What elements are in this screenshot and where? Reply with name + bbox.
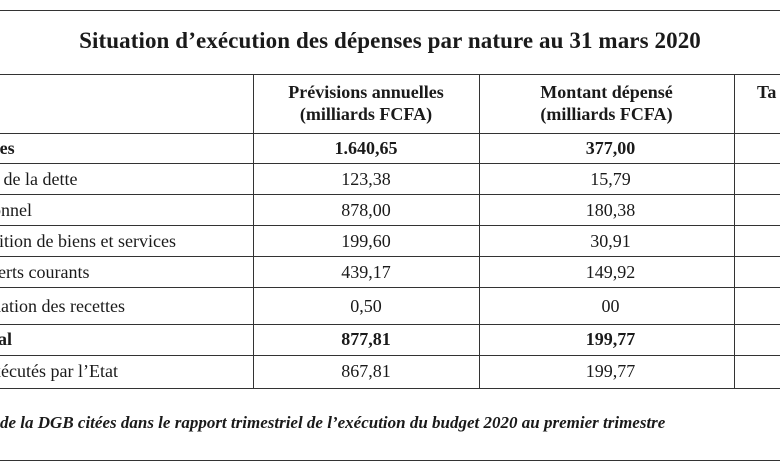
column-divider: [479, 74, 480, 388]
header-previsions-line2: (milliards FCFA): [299, 104, 433, 124]
row-divider: [0, 194, 780, 195]
row-label: s de la dette: [0, 169, 78, 189]
row-previsions: 1.640,65: [334, 138, 398, 158]
column-divider: [253, 74, 254, 388]
row-label: xécutés par l’Etat: [0, 361, 118, 381]
table-top-border: [0, 74, 780, 75]
row-divider: [0, 355, 780, 356]
row-montant: 00: [601, 296, 620, 316]
header-montant-line1: Montant dépensé: [540, 82, 673, 102]
row-label: uation des recettes: [0, 296, 125, 316]
row-previsions: 877,81: [341, 329, 391, 349]
row-previsions: 867,81: [341, 361, 391, 381]
header-montant-line2: (milliards FCFA): [540, 104, 673, 124]
header-taux-partial: Ta: [757, 82, 777, 102]
row-montant: 180,38: [585, 200, 636, 220]
row-label: tal: [0, 329, 12, 349]
top-rule: [0, 10, 780, 11]
row-montant: 199,77: [585, 361, 636, 381]
row-previsions: 199,60: [341, 231, 391, 251]
row-montant: 377,00: [585, 138, 636, 158]
header-previsions: Prévisions annuelles (milliards FCFA): [253, 81, 479, 125]
row-montant: 30,91: [590, 231, 631, 251]
row-divider: [0, 163, 780, 164]
row-montant: 149,92: [585, 262, 636, 282]
row-previsions: 439,17: [341, 262, 391, 282]
header-montant: Montant dépensé (milliards FCFA): [479, 81, 734, 125]
row-label: onnel: [0, 200, 32, 220]
column-divider: [734, 74, 735, 388]
table-title: Situation d’exécution des dépenses par n…: [79, 28, 701, 53]
row-previsions: 123,38: [341, 169, 391, 189]
bottom-rule: [0, 460, 780, 461]
row-previsions: 0,50: [350, 296, 382, 316]
header-previsions-line1: Prévisions annuelles: [288, 82, 444, 102]
source-note: de la DGB citées dans le rapport trimest…: [0, 413, 666, 432]
table-bottom-border: [0, 388, 780, 389]
row-previsions: 878,00: [341, 200, 391, 220]
row-montant: 199,77: [585, 329, 636, 349]
row-divider: [0, 287, 780, 288]
row-label: res: [0, 138, 15, 158]
row-divider: [0, 324, 780, 325]
row-label: ferts courants: [0, 262, 90, 282]
row-label: sition de biens et services: [0, 231, 176, 251]
header-bottom-border: [0, 133, 780, 134]
row-montant: 15,79: [590, 169, 631, 189]
row-divider: [0, 225, 780, 226]
row-divider: [0, 256, 780, 257]
